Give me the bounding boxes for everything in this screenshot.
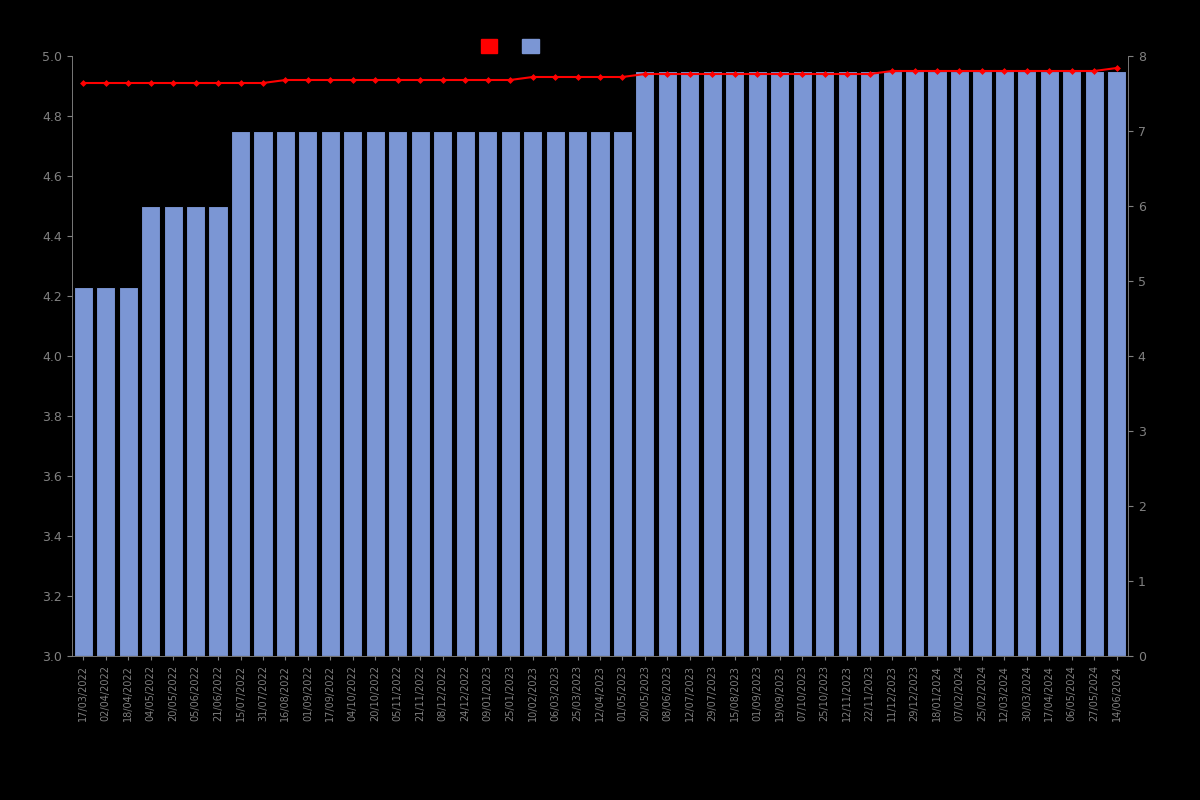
Bar [276, 131, 295, 656]
Bar [1108, 71, 1127, 656]
Bar [320, 131, 340, 656]
Bar [478, 131, 497, 656]
Bar [882, 71, 901, 656]
Bar [500, 131, 520, 656]
Bar [972, 71, 991, 656]
Bar [410, 131, 430, 656]
Bar [590, 131, 610, 656]
Bar [770, 71, 790, 656]
Bar [613, 131, 632, 656]
Bar [838, 71, 857, 656]
Bar [299, 131, 318, 656]
Bar [343, 131, 362, 656]
Bar [1085, 71, 1104, 656]
Bar [433, 131, 452, 656]
Bar [389, 131, 407, 656]
Bar [928, 71, 947, 656]
Bar [186, 206, 205, 656]
Bar [1018, 71, 1037, 656]
Bar [860, 71, 880, 656]
Bar [73, 287, 92, 656]
Bar [366, 131, 385, 656]
Bar [680, 71, 700, 656]
Bar [523, 131, 542, 656]
Bar [748, 71, 767, 656]
Bar [253, 131, 272, 656]
Bar [995, 71, 1014, 656]
Bar [635, 71, 654, 656]
Legend: , : , [481, 39, 551, 54]
Bar [815, 71, 834, 656]
Bar [793, 71, 811, 656]
Bar [905, 71, 924, 656]
Bar [119, 287, 138, 656]
Bar [725, 71, 744, 656]
Bar [703, 71, 722, 656]
Bar [546, 131, 565, 656]
Bar [950, 71, 970, 656]
Bar [163, 206, 182, 656]
Bar [142, 206, 160, 656]
Bar [658, 71, 677, 656]
Bar [230, 131, 250, 656]
Bar [456, 131, 475, 656]
Bar [1040, 71, 1058, 656]
Bar [1062, 71, 1081, 656]
Bar [96, 287, 115, 656]
Bar [568, 131, 587, 656]
Bar [209, 206, 228, 656]
